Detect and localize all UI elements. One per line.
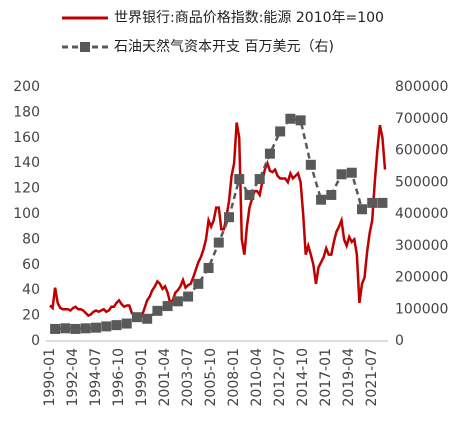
y2-tick-label: 700000 — [395, 111, 448, 127]
marker — [91, 322, 102, 333]
marker — [244, 189, 255, 200]
marker — [234, 174, 245, 185]
marker — [305, 159, 316, 170]
marker — [101, 321, 112, 332]
marker — [193, 278, 204, 289]
legend-label: 石油天然气资本开支 百万美元（右) — [114, 38, 334, 55]
y-tick-label: 120 — [13, 181, 40, 197]
x-tick-label: 2001-04 — [157, 348, 173, 407]
marker — [70, 323, 81, 334]
y-tick-label: 20 — [22, 308, 40, 324]
y-tick-label: 100 — [13, 206, 40, 222]
x-tick-label: 2014-10 — [295, 348, 311, 407]
x-tick-label: 2010-04 — [249, 348, 265, 407]
x-tick-label: 1999-01 — [134, 348, 150, 407]
marker — [336, 169, 347, 180]
marker — [80, 323, 91, 334]
y2-tick-label: 200000 — [395, 270, 448, 286]
y-tick-label: 0 — [31, 333, 40, 349]
legend-marker — [80, 42, 90, 52]
series-line — [49, 122, 387, 320]
marker — [264, 148, 275, 159]
y2-tick-label: 0 — [395, 333, 404, 349]
marker — [346, 167, 357, 178]
y-tick-label: 200 — [13, 79, 40, 95]
marker — [131, 312, 142, 323]
marker — [326, 189, 337, 200]
x-tick-label: 2008-01 — [226, 348, 242, 407]
y2-tick-label: 800000 — [395, 79, 448, 95]
y2-tick-label: 500000 — [395, 174, 448, 190]
legend-label: 世界银行:商品价格指数:能源 2010年=100 — [114, 10, 384, 26]
x-tick-label: 2019-04 — [341, 348, 357, 407]
y-tick-label: 140 — [13, 155, 40, 171]
marker — [254, 174, 265, 185]
x-tick-label: 2003-07 — [180, 348, 196, 407]
y-tick-label: 180 — [13, 104, 40, 120]
marker — [142, 313, 153, 324]
x-tick-label: 1992-04 — [65, 348, 81, 407]
y-tick-label: 160 — [13, 130, 40, 146]
x-tick-label: 2021-07 — [364, 348, 380, 407]
marker — [356, 204, 367, 215]
x-tick-label: 2005-10 — [203, 348, 219, 407]
marker — [183, 291, 194, 302]
marker — [172, 296, 183, 307]
y-tick-label: 40 — [22, 282, 40, 298]
x-tick-label: 2017-01 — [318, 348, 334, 407]
y2-tick-label: 300000 — [395, 238, 448, 254]
marker — [50, 323, 61, 334]
x-tick-label: 2012-07 — [272, 348, 288, 407]
marker — [203, 262, 214, 273]
marker — [121, 318, 132, 329]
marker — [367, 197, 378, 208]
marker — [295, 115, 306, 126]
y2-tick-label: 400000 — [395, 206, 448, 222]
marker — [224, 212, 235, 223]
marker — [60, 323, 71, 334]
y2-tick-label: 600000 — [395, 143, 448, 159]
marker — [213, 237, 224, 248]
x-tick-label: 1996-10 — [111, 348, 127, 407]
x-tick-label: 1990-01 — [42, 348, 58, 407]
marker — [152, 305, 163, 316]
marker — [162, 301, 173, 312]
marker — [377, 197, 388, 208]
series-line — [55, 117, 383, 331]
marker — [275, 126, 286, 137]
marker — [111, 320, 122, 331]
y-tick-label: 60 — [22, 257, 40, 273]
x-tick-label: 1994-07 — [88, 348, 104, 407]
marker — [285, 113, 296, 124]
y-tick-label: 80 — [22, 231, 40, 247]
marker — [316, 194, 327, 205]
y2-tick-label: 100000 — [395, 301, 448, 317]
